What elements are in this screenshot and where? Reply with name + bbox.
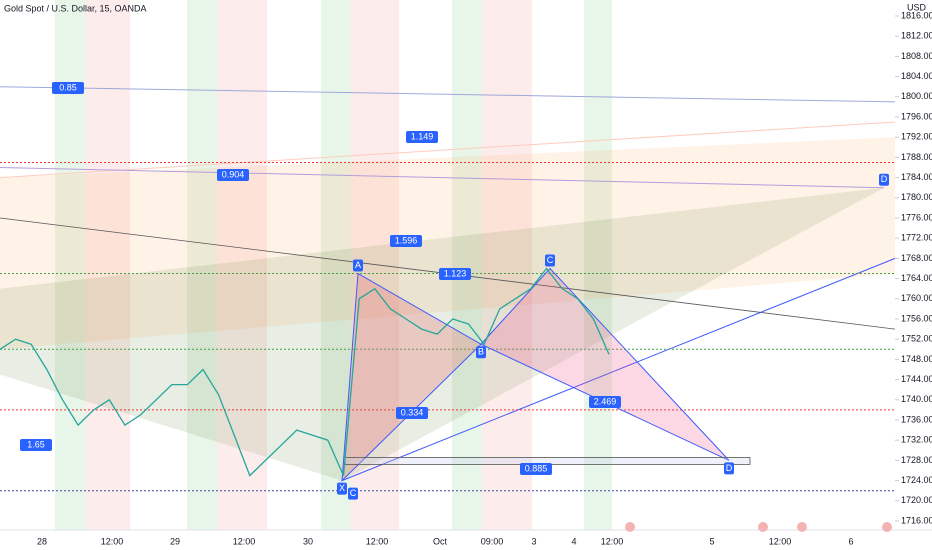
point-label: X [339, 483, 345, 493]
y-tick-label: 1792.000 [901, 132, 932, 142]
event-icons [625, 522, 892, 532]
point-badge [476, 346, 486, 359]
point-badge [545, 254, 555, 267]
ratio-badge [589, 396, 621, 408]
ratio-badge [20, 439, 52, 451]
point-label: D [881, 174, 888, 184]
x-tick-label: 12:00 [101, 536, 124, 546]
y-tick-label: 1716.000 [901, 515, 932, 525]
ratio-label: 0.885 [525, 463, 548, 473]
y-tick-label: 1808.000 [901, 51, 932, 61]
x-tick-label: 30 [303, 536, 313, 546]
trend-line [341, 257, 896, 482]
band [217, 0, 267, 530]
x-tick-label: Oct [433, 536, 448, 546]
ratio-badge [217, 169, 249, 181]
point-badge [337, 482, 347, 495]
point-label: B [478, 347, 484, 357]
point-badge [724, 462, 734, 475]
ratio-label: 1.149 [411, 131, 434, 141]
y-tick-label: 1728.000 [901, 455, 932, 465]
x-tick-label: 6 [848, 536, 853, 546]
y-tick-label: 1764.000 [901, 273, 932, 283]
ratio-label: 0.904 [222, 169, 245, 179]
x-tick-label: 28 [37, 536, 47, 546]
band [584, 0, 612, 530]
x-tick-label: 5 [709, 536, 714, 546]
ratio-badge [52, 82, 84, 94]
point-label: C [350, 488, 357, 498]
y-tick-label: 1740.000 [901, 394, 932, 404]
x-tick-label: 29 [170, 536, 180, 546]
x-tick-label: 12:00 [601, 536, 624, 546]
y-tick-label: 1812.000 [901, 31, 932, 41]
point-label: A [355, 260, 361, 270]
y-tick-label: 1760.000 [901, 293, 932, 303]
price-line [0, 267, 610, 477]
x-tick-label: 12:00 [366, 536, 389, 546]
point-label: C [547, 255, 554, 265]
event-icon [882, 522, 892, 532]
x-tick-label: 12:00 [769, 536, 792, 546]
y-tick-label: 1744.000 [901, 374, 932, 384]
x-tick-label: 3 [531, 536, 536, 546]
x-tick-label: 12:00 [233, 536, 256, 546]
y-tick-label: 1720.000 [901, 495, 932, 505]
y-tick-label: 1772.000 [901, 233, 932, 243]
fan-area [0, 187, 884, 481]
y-tick-label: 1816.000 [901, 10, 932, 20]
y-tick-label: 1732.000 [901, 435, 932, 445]
fan-line [0, 121, 896, 179]
point-badge [879, 173, 889, 186]
event-icon [797, 522, 807, 532]
price-axis-bg [895, 0, 932, 550]
fan-line [0, 86, 896, 103]
currency: USD [907, 2, 927, 12]
y-tick-label: 1788.000 [901, 152, 932, 162]
ratio-label: 1.123 [444, 268, 467, 278]
y-tick-label: 1768.000 [901, 253, 932, 263]
ratio-badge [406, 131, 438, 143]
ratio-badge [396, 407, 428, 419]
event-icon [758, 522, 768, 532]
y-tick-label: 1752.000 [901, 334, 932, 344]
y-tick-label: 1724.000 [901, 475, 932, 485]
point-badge [353, 259, 363, 272]
y-tick-label: 1800.000 [901, 91, 932, 101]
x-tick-label: 09:00 [481, 536, 504, 546]
ratio-label: 0.85 [59, 82, 77, 92]
band [452, 0, 482, 530]
chart-title: Gold Spot / U.S. Dollar, 15, OANDA [4, 3, 147, 13]
y-tick-label: 1804.000 [901, 71, 932, 81]
ratio-label: 0.334 [401, 407, 424, 417]
point-label: D [726, 463, 733, 473]
y-tick-label: 1756.000 [901, 313, 932, 323]
ratio-label: 2.469 [594, 396, 617, 406]
ratio-label: 1.596 [395, 235, 418, 245]
ratio-badge [390, 235, 422, 247]
fan-area [0, 137, 895, 350]
y-tick-label: 1780.000 [901, 192, 932, 202]
fan-line [0, 167, 885, 189]
ratio-badge [520, 463, 552, 475]
ratio-label: 1.65 [27, 439, 45, 449]
point-badge [348, 487, 358, 500]
band [187, 0, 217, 530]
band [482, 0, 532, 530]
x-tick-label: 4 [571, 536, 576, 546]
y-tick-label: 1776.000 [901, 212, 932, 222]
event-icon [625, 522, 635, 532]
y-tick-label: 1796.000 [901, 111, 932, 121]
y-tick-label: 1784.000 [901, 172, 932, 182]
ratio-badge [439, 268, 471, 280]
y-tick-label: 1748.000 [901, 354, 932, 364]
y-tick-label: 1736.000 [901, 414, 932, 424]
